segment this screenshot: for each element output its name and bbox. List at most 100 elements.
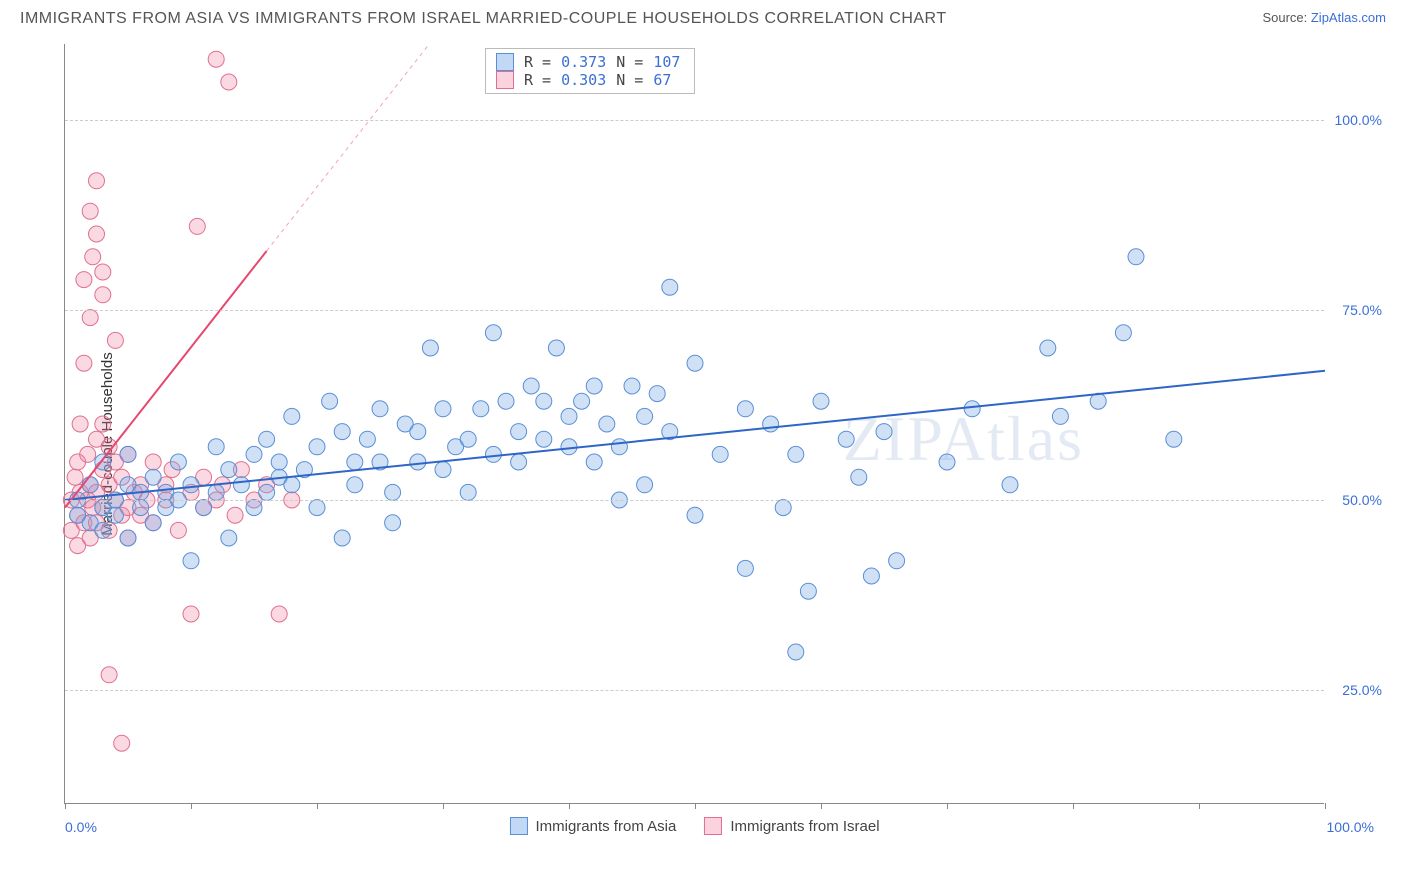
y-tick-label: 50.0%: [1342, 492, 1382, 508]
point-asia: [385, 515, 401, 531]
legend-row-israel: R = 0.303 N = 67: [496, 71, 680, 89]
point-asia: [196, 500, 212, 516]
point-asia: [435, 401, 451, 417]
point-israel: [76, 272, 92, 288]
point-asia: [687, 507, 703, 523]
x-axis-max-label: 100.0%: [1327, 819, 1374, 835]
point-asia: [662, 279, 678, 295]
point-asia: [788, 644, 804, 660]
point-asia: [271, 454, 287, 470]
y-tick-label: 25.0%: [1342, 682, 1382, 698]
point-asia: [385, 484, 401, 500]
r-label: R =: [524, 53, 551, 71]
point-asia: [712, 446, 728, 462]
point-asia: [95, 522, 111, 538]
point-israel: [183, 606, 199, 622]
legend-label-israel: Immigrants from Israel: [730, 818, 879, 835]
point-asia: [624, 378, 640, 394]
point-asia: [372, 401, 388, 417]
swatch-pink: [496, 71, 514, 89]
point-israel: [114, 735, 130, 751]
point-israel: [76, 355, 92, 371]
point-asia: [145, 469, 161, 485]
point-asia: [170, 454, 186, 470]
point-israel: [80, 446, 96, 462]
point-israel: [145, 454, 161, 470]
point-asia: [82, 477, 98, 493]
r-label: R =: [524, 71, 551, 89]
chart-container: Married-couple Households ZIPAtlas R = 0…: [20, 44, 1386, 844]
source-attribution: Source: ZipAtlas.com: [1262, 10, 1386, 25]
y-tick-label: 75.0%: [1342, 302, 1382, 318]
point-asia: [1052, 408, 1068, 424]
y-tick-label: 100.0%: [1335, 112, 1382, 128]
plot-area: ZIPAtlas R = 0.373 N = 107 R = 0.303 N =…: [64, 44, 1324, 804]
legend-label-asia: Immigrants from Asia: [535, 818, 676, 835]
legend-item-asia: Immigrants from Asia: [509, 817, 676, 835]
swatch-blue: [509, 817, 527, 835]
swatch-pink: [704, 817, 722, 835]
x-tick: [1199, 803, 1200, 809]
point-asia: [334, 530, 350, 546]
point-asia: [133, 500, 149, 516]
gridline: [65, 690, 1324, 691]
point-asia: [485, 446, 501, 462]
legend-item-israel: Immigrants from Israel: [704, 817, 879, 835]
gridline: [65, 500, 1324, 501]
point-asia: [511, 454, 527, 470]
x-tick: [191, 803, 192, 809]
point-asia: [574, 393, 590, 409]
point-israel: [82, 203, 98, 219]
legend-correlation: R = 0.373 N = 107 R = 0.303 N = 67: [485, 48, 695, 94]
point-asia: [800, 583, 816, 599]
point-asia: [586, 454, 602, 470]
point-asia: [599, 416, 615, 432]
n-value-israel: 67: [653, 71, 671, 89]
r-value-asia: 0.373: [561, 53, 606, 71]
x-tick: [65, 803, 66, 809]
point-asia: [221, 530, 237, 546]
point-asia: [611, 439, 627, 455]
point-asia: [737, 560, 753, 576]
point-asia: [548, 340, 564, 356]
point-asia: [233, 477, 249, 493]
swatch-blue: [496, 53, 514, 71]
point-asia: [775, 500, 791, 516]
point-asia: [107, 507, 123, 523]
point-asia: [939, 454, 955, 470]
x-tick: [443, 803, 444, 809]
point-israel: [67, 469, 83, 485]
point-asia: [183, 553, 199, 569]
x-tick: [1325, 803, 1326, 809]
chart-title: IMMIGRANTS FROM ASIA VS IMMIGRANTS FROM …: [20, 10, 947, 28]
legend-series: Immigrants from Asia Immigrants from Isr…: [509, 817, 879, 835]
point-asia: [221, 462, 237, 478]
x-axis-min-label: 0.0%: [65, 819, 97, 835]
point-asia: [649, 386, 665, 402]
point-israel: [189, 218, 205, 234]
point-israel: [72, 416, 88, 432]
point-asia: [309, 439, 325, 455]
point-israel: [271, 606, 287, 622]
point-asia: [259, 484, 275, 500]
point-asia: [422, 340, 438, 356]
point-asia: [183, 477, 199, 493]
point-asia: [889, 553, 905, 569]
point-asia: [536, 431, 552, 447]
source-link[interactable]: ZipAtlas.com: [1311, 10, 1386, 25]
point-israel: [95, 287, 111, 303]
point-asia: [536, 393, 552, 409]
point-asia: [511, 424, 527, 440]
point-asia: [120, 530, 136, 546]
point-asia: [561, 408, 577, 424]
point-asia: [435, 462, 451, 478]
point-asia: [687, 355, 703, 371]
gridline: [65, 120, 1324, 121]
x-tick: [695, 803, 696, 809]
point-asia: [246, 446, 262, 462]
r-value-israel: 0.303: [561, 71, 606, 89]
point-asia: [410, 454, 426, 470]
point-asia: [498, 393, 514, 409]
point-israel: [227, 507, 243, 523]
point-israel: [89, 226, 105, 242]
